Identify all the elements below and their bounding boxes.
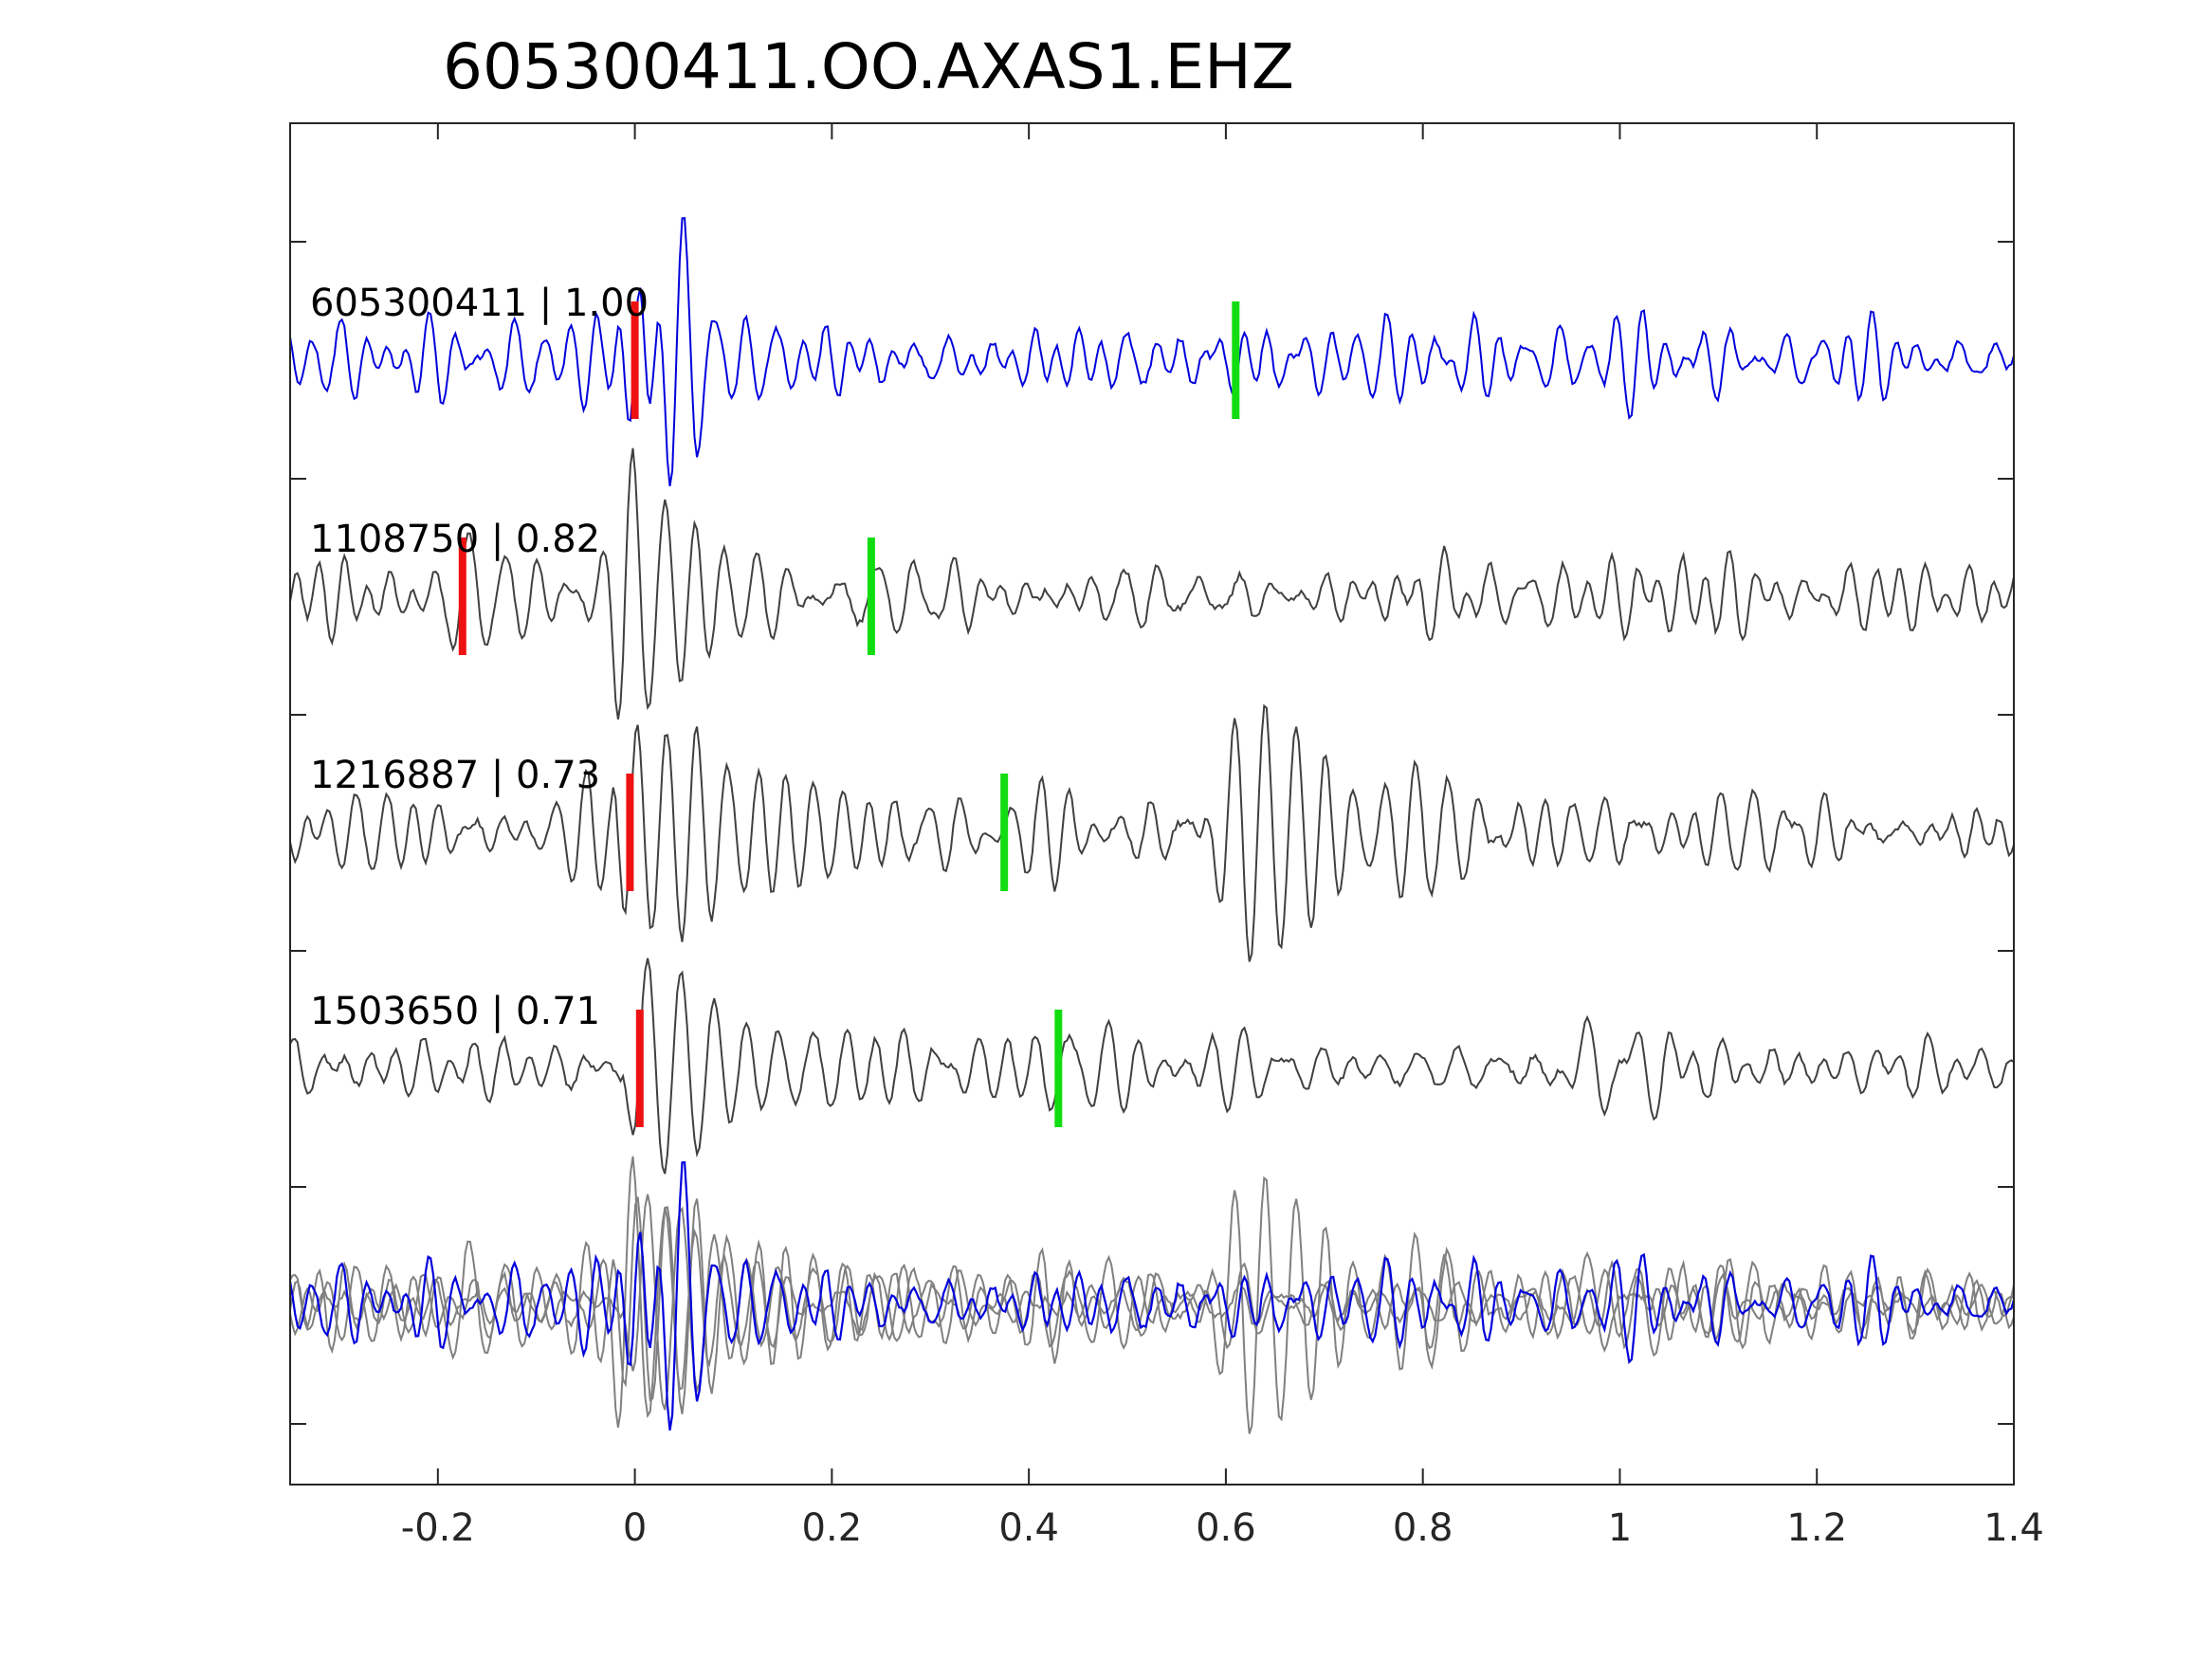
plot-area: 605300411 | 1.00 1108750 | 0.82 1216887 | … bbox=[288, 122, 2044, 1550]
chart-title: 605300411.OO.AXAS1.EHZ bbox=[443, 30, 1294, 103]
x-tick-label: 0.6 bbox=[1196, 1506, 1256, 1550]
trace-line-1216887 bbox=[289, 703, 2015, 962]
x-tick-label: 1.2 bbox=[1786, 1506, 1847, 1550]
x-tick-label: 1.4 bbox=[1983, 1506, 2044, 1550]
x-tick-label: 0.4 bbox=[998, 1506, 1059, 1550]
trace-line-1503650 bbox=[289, 957, 2015, 1175]
x-tick-label: 1 bbox=[1608, 1506, 1632, 1550]
overlay-trace-605300411 bbox=[288, 1160, 2016, 1431]
trace-line-605300411 bbox=[289, 217, 2015, 486]
x-tick-label: 0.8 bbox=[1393, 1506, 1453, 1550]
axes-frame bbox=[289, 122, 2015, 1486]
trace-label-1108750: 1108750 | 0.82 bbox=[310, 518, 600, 561]
trace-line-1108750 bbox=[289, 447, 2015, 720]
x-tick-label: 0 bbox=[623, 1506, 647, 1550]
trace-label-605300411: 605300411 | 1.00 bbox=[310, 282, 649, 325]
trace-label-1216887: 1216887 | 0.73 bbox=[310, 754, 600, 797]
x-tick-label: 0.2 bbox=[802, 1506, 863, 1550]
x-tick-label: -0.2 bbox=[401, 1506, 475, 1550]
trace-label-1503650: 1503650 | 0.71 bbox=[310, 990, 600, 1033]
